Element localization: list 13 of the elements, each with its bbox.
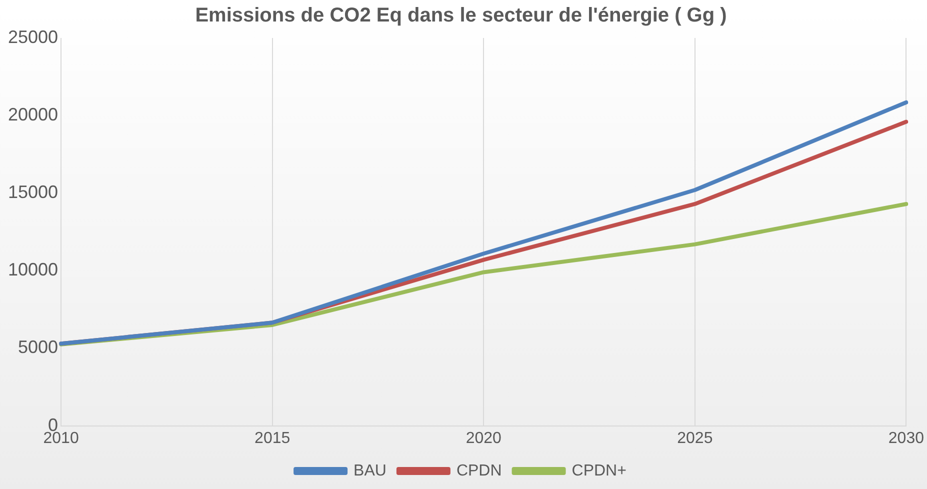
y-tick-label: 25000 — [8, 26, 58, 47]
legend-label: BAU — [354, 462, 386, 480]
y-tick-label: 10000 — [8, 260, 58, 280]
y-tick-label: 5000 — [18, 337, 58, 358]
x-tick-label: 2020 — [466, 430, 502, 447]
x-tick-label: 2025 — [677, 430, 713, 447]
y-tick-label: 20000 — [8, 104, 58, 125]
y-tick-label: 15000 — [8, 182, 58, 202]
x-tick-label: 2015 — [254, 430, 290, 447]
chart-title: Emissions de CO2 Eq dans le secteur de l'énergie ( Gg ) — [195, 4, 727, 27]
legend-label: CPDN — [456, 462, 502, 480]
legend-label: CPDN+ — [572, 462, 626, 480]
x-tick-label: 2030 — [888, 430, 924, 447]
